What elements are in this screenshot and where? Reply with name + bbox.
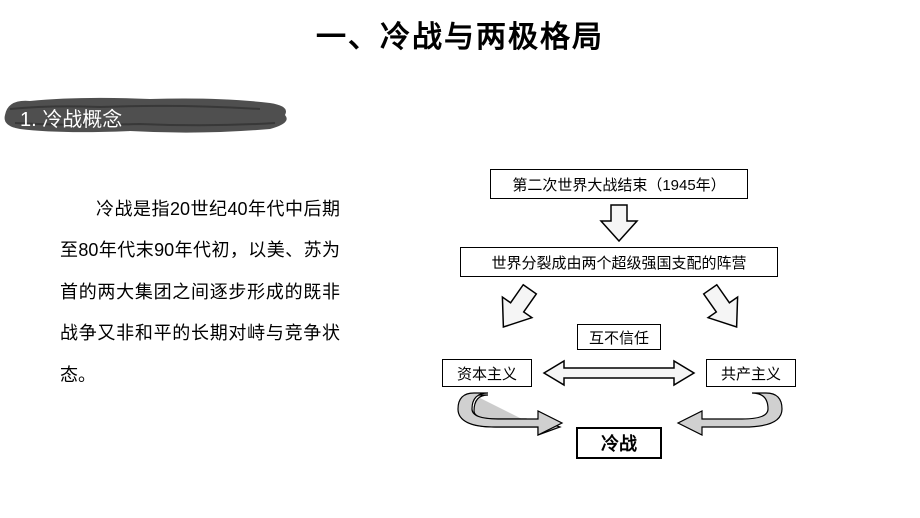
- arrow-diag-left-icon: [488, 281, 544, 337]
- diagram-node-capitalism: 资本主义: [442, 359, 532, 387]
- subtitle-container: 1. 冷战概念: [0, 91, 300, 139]
- content-row: 冷战是指20世纪40年代中后期至80年代末90年代初，以美、苏为首的两大集团之间…: [0, 169, 920, 499]
- diagram-node-split: 世界分裂成由两个超级强国支配的阵营: [460, 247, 778, 277]
- page-title: 一、冷战与两极格局: [0, 0, 920, 56]
- arrow-curve-right-icon: [676, 391, 786, 437]
- diagram-node-ww2: 第二次世界大战结束（1945年）: [490, 169, 748, 199]
- arrow-curve-left-icon: [454, 391, 564, 437]
- arrow-diag-right-icon: [696, 281, 752, 337]
- flowchart-diagram: 第二次世界大战结束（1945年） 世界分裂成由两个超级强国支配的阵营 互不信任 …: [380, 169, 870, 499]
- subtitle-text: 1. 冷战概念: [20, 103, 122, 132]
- diagram-node-coldwar: 冷战: [576, 427, 662, 459]
- paragraph-text: 冷战是指20世纪40年代中后期至80年代末90年代初，以美、苏为首的两大集团之间…: [0, 169, 360, 499]
- arrow-double-horizontal-icon: [540, 359, 698, 387]
- diagram-node-distrust: 互不信任: [577, 324, 661, 350]
- arrow-down-icon: [597, 203, 641, 243]
- diagram-node-communism: 共产主义: [706, 359, 796, 387]
